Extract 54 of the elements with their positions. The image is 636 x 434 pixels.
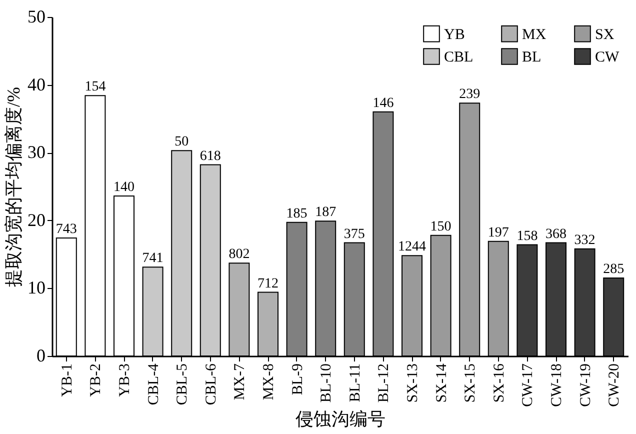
legend-label: SX xyxy=(595,26,614,43)
x-tick-label: BL-12 xyxy=(376,364,392,403)
x-tick-label: SX-16 xyxy=(491,363,508,403)
annotation: 140 xyxy=(114,180,134,195)
annotation: 50 xyxy=(174,134,189,150)
y-axis-title: 提取沟宽的平均偏离度/% xyxy=(4,87,24,287)
x-tick-label: SX-13 xyxy=(405,364,421,403)
x-tick-label: SX-14 xyxy=(434,363,450,403)
annotation: 618 xyxy=(200,148,221,164)
legend-label: MX xyxy=(522,26,546,43)
x-tick-label: CW-18 xyxy=(549,364,565,407)
legend-label: CBL xyxy=(444,50,474,66)
annotation: 332 xyxy=(574,232,596,248)
y-tick-label: 40 xyxy=(28,74,46,94)
x-tick-label: BL-9 xyxy=(290,364,306,396)
x-tick-label: CBL-6 xyxy=(203,363,220,406)
y-tick-label: 0 xyxy=(36,346,46,366)
annotation: 197 xyxy=(488,225,509,240)
annotation: 158 xyxy=(516,228,538,244)
x-tick-label: YB-2 xyxy=(88,364,104,397)
legend-label: BL xyxy=(522,50,542,66)
x-tick-label: MX-7 xyxy=(232,363,248,400)
x-tick-label: YB-1 xyxy=(59,364,76,397)
y-tick-label: 50 xyxy=(28,6,46,26)
annotation: 154 xyxy=(84,80,106,95)
y-tick-label: 30 xyxy=(28,142,46,162)
annotation: 802 xyxy=(228,247,250,262)
x-tick-label: CW-17 xyxy=(520,363,536,407)
legend-label: CW xyxy=(595,50,620,66)
annotation: 741 xyxy=(142,251,164,266)
annotation: 743 xyxy=(56,222,77,238)
annotation: 1244 xyxy=(398,240,426,255)
x-tick-label: CBL-5 xyxy=(174,364,191,406)
annotation: 146 xyxy=(372,96,394,111)
annotation: 712 xyxy=(258,276,278,292)
x-tick-label: CW-20 xyxy=(606,364,623,407)
x-tick-label: SX-15 xyxy=(462,364,479,403)
annotation: 185 xyxy=(286,206,308,222)
x-tick-label: BL-11 xyxy=(347,364,364,402)
annotation: 150 xyxy=(430,219,452,234)
annotation: 375 xyxy=(344,226,365,242)
x-axis-title: 侵蚀沟编号 xyxy=(296,408,386,429)
x-tick-label: BL-10 xyxy=(318,364,335,403)
x-tick-label: CW-19 xyxy=(578,364,594,407)
x-tick-label: YB-3 xyxy=(117,364,133,397)
annotation: 239 xyxy=(459,87,480,102)
y-tick-label: 20 xyxy=(28,210,46,230)
annotation: 285 xyxy=(603,262,624,278)
x-tick-label: MX-8 xyxy=(261,364,277,400)
legend-label: YB xyxy=(444,26,465,43)
annotation: 187 xyxy=(315,205,336,220)
y-tick-label: 10 xyxy=(28,278,46,298)
annotation: 368 xyxy=(546,226,566,242)
x-tick-label: CBL-4 xyxy=(146,363,162,406)
